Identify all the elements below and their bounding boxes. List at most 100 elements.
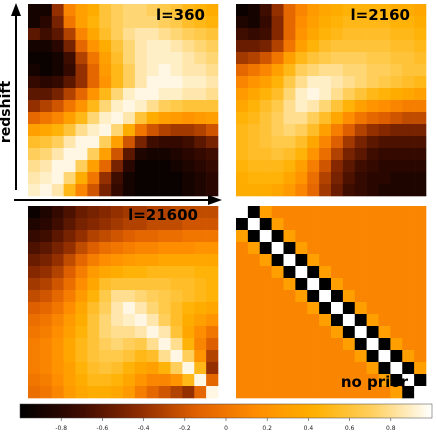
heatmap-cell bbox=[354, 242, 367, 255]
heatmap-cell bbox=[236, 230, 249, 243]
heatmap-cell bbox=[378, 172, 391, 185]
heatmap-cell bbox=[236, 278, 249, 291]
heatmap-cell bbox=[390, 76, 403, 89]
heatmap-cell bbox=[75, 302, 88, 315]
heatmap-cell bbox=[170, 52, 183, 65]
heatmap-cell bbox=[283, 290, 296, 303]
heatmap-cell bbox=[87, 326, 100, 339]
heatmap-cell bbox=[259, 124, 272, 137]
heatmap-cell bbox=[134, 64, 148, 77]
heatmap-cell bbox=[134, 124, 148, 137]
heatmap-cell bbox=[247, 100, 261, 113]
heatmap-cell bbox=[342, 302, 356, 315]
heatmap-cell bbox=[39, 4, 53, 17]
heatmap-cell bbox=[63, 172, 76, 185]
heatmap-panel-l360 bbox=[28, 4, 219, 197]
heatmap-cell bbox=[194, 136, 207, 149]
heatmap-cell bbox=[158, 172, 171, 185]
heatmap-cell bbox=[414, 172, 427, 185]
heatmap-cell bbox=[378, 16, 391, 29]
heatmap-cell bbox=[206, 254, 219, 267]
heatmap-cell bbox=[414, 76, 427, 89]
heatmap-cell bbox=[63, 40, 76, 53]
heatmap-cell bbox=[295, 278, 308, 291]
heatmap-cell bbox=[319, 218, 332, 231]
heatmap-cell bbox=[39, 338, 53, 351]
heatmap-cell bbox=[134, 184, 148, 197]
heatmap-cell bbox=[342, 362, 356, 375]
heatmap-cell bbox=[111, 338, 124, 351]
heatmap-cell bbox=[342, 266, 356, 279]
heatmap-cell bbox=[134, 278, 148, 291]
heatmap-cell bbox=[123, 184, 136, 197]
heatmap-cell bbox=[170, 326, 183, 339]
heatmap-cell bbox=[28, 362, 41, 375]
heatmap-cell bbox=[247, 160, 261, 173]
heatmap-cell bbox=[99, 184, 112, 197]
heatmap-cell bbox=[63, 230, 76, 243]
heatmap-cell bbox=[194, 242, 207, 255]
heatmap-cell bbox=[111, 148, 124, 161]
heatmap-cell bbox=[354, 124, 367, 137]
heatmap-cell bbox=[236, 338, 249, 351]
heatmap-cell bbox=[331, 100, 344, 113]
heatmap-cell bbox=[295, 326, 308, 339]
heatmap-cell bbox=[307, 40, 320, 53]
heatmap-cell bbox=[414, 374, 427, 387]
heatmap-cell bbox=[39, 28, 53, 41]
heatmap-cell bbox=[111, 88, 124, 101]
heatmap-cell bbox=[378, 254, 391, 267]
heatmap-cell bbox=[194, 76, 207, 89]
heatmap-cell bbox=[182, 374, 195, 387]
heatmap-cell bbox=[295, 374, 308, 387]
heatmap-cell bbox=[28, 136, 41, 149]
heatmap-cell bbox=[182, 314, 195, 327]
heatmap-cell bbox=[402, 172, 415, 185]
heatmap-cell bbox=[402, 362, 415, 375]
heatmap-cell bbox=[366, 88, 379, 101]
heatmap-cell bbox=[123, 314, 136, 327]
heatmap-cell bbox=[283, 218, 296, 231]
heatmap-cell bbox=[51, 338, 64, 351]
heatmap-cell bbox=[259, 242, 272, 255]
heatmap-cell bbox=[123, 326, 136, 339]
heatmap-cell bbox=[111, 386, 124, 399]
heatmap-cell bbox=[63, 278, 76, 291]
heatmap-cell bbox=[236, 76, 249, 89]
heatmap-cell bbox=[295, 290, 308, 303]
heatmap-cell bbox=[307, 28, 320, 41]
heatmap-cell bbox=[283, 40, 296, 53]
heatmap-cell bbox=[390, 302, 403, 315]
heatmap-cell bbox=[134, 362, 148, 375]
heatmap-cell bbox=[366, 278, 379, 291]
heatmap-cell bbox=[247, 76, 261, 89]
heatmap-cell bbox=[63, 184, 76, 197]
heatmap-cell bbox=[259, 314, 272, 327]
heatmap-cell bbox=[158, 290, 171, 303]
heatmap-cell bbox=[158, 302, 171, 315]
heatmap-cell bbox=[75, 326, 88, 339]
heatmap-cell bbox=[307, 88, 320, 101]
heatmap-cell bbox=[39, 218, 53, 231]
heatmap-cell bbox=[307, 112, 320, 125]
heatmap-cell bbox=[354, 326, 367, 339]
heatmap-cell bbox=[378, 362, 391, 375]
heatmap-cell bbox=[247, 374, 261, 387]
heatmap-cell bbox=[111, 112, 124, 125]
heatmap-cell bbox=[366, 112, 379, 125]
heatmap-cell bbox=[331, 52, 344, 65]
colorbar-tick-label: 0.8 bbox=[386, 425, 396, 432]
heatmap-cell bbox=[271, 16, 284, 29]
heatmap-cell bbox=[295, 184, 308, 197]
heatmap-cell bbox=[39, 314, 53, 327]
heatmap-cell bbox=[170, 242, 183, 255]
heatmap-cell bbox=[378, 386, 391, 399]
heatmap-cell bbox=[307, 386, 320, 399]
heatmap-cell bbox=[99, 242, 112, 255]
heatmap-cell bbox=[146, 242, 159, 255]
heatmap-cell bbox=[194, 28, 207, 41]
heatmap-cell bbox=[342, 374, 356, 387]
heatmap-cell bbox=[146, 374, 159, 387]
heatmap-cell bbox=[295, 160, 308, 173]
heatmap-cell bbox=[39, 266, 53, 279]
